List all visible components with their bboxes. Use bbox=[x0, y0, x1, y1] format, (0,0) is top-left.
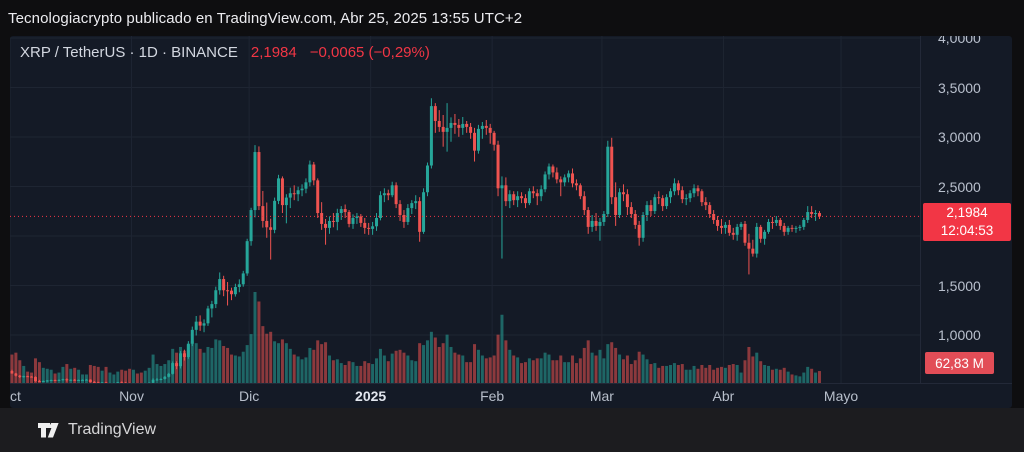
time-axis-label: Dic bbox=[238, 387, 260, 404]
price-axis-label: 4,0000 bbox=[938, 36, 981, 46]
price-axis-label: 3,0000 bbox=[938, 129, 981, 145]
price-change: −0,0065 (−0,29%) bbox=[309, 44, 430, 61]
price-axis-label: 1,0000 bbox=[938, 327, 981, 343]
footer-bar: TradingView bbox=[0, 408, 1024, 452]
time-axis-label: Mar bbox=[589, 387, 614, 404]
time-axis-label: Oct bbox=[10, 387, 21, 404]
tradingview-logo-icon[interactable] bbox=[38, 422, 59, 438]
candlestick-chart[interactable] bbox=[10, 36, 1012, 408]
price-scale[interactable]: 4,0000 3,5000 3,0000 2,5000 1,5000 1,0000 bbox=[920, 36, 1012, 383]
last-price-badge: 2,1984 12:04:53 bbox=[923, 203, 1011, 241]
attribution-bar: Tecnologiacrypto publicado en TradingVie… bbox=[8, 0, 522, 36]
time-axis-label: Abr bbox=[712, 387, 735, 404]
volume-value: 62,83 M bbox=[935, 355, 984, 371]
symbol-title[interactable]: XRP / TetherUS · 1D · BINANCE bbox=[20, 44, 238, 61]
time-axis-label: Feb bbox=[480, 387, 505, 404]
chart-widget[interactable]: XRP / TetherUS · 1D · BINANCE 2,1984 −0,… bbox=[10, 36, 1012, 408]
time-axis-label: Nov bbox=[119, 387, 144, 404]
badge-countdown: 12:04:53 bbox=[940, 223, 994, 238]
time-axis-label: Mayo bbox=[823, 387, 859, 404]
time-scale[interactable]: Oct Nov Dic 2025 Feb Mar Abr Mayo bbox=[10, 383, 920, 408]
attribution-text: Tecnologiacrypto publicado en TradingVie… bbox=[8, 9, 523, 27]
price-axis-label: 2,5000 bbox=[938, 178, 981, 195]
time-axis-label: 2025 bbox=[355, 387, 387, 404]
price-axis-label: 3,5000 bbox=[938, 79, 981, 96]
badge-price: 2,1984 bbox=[946, 205, 988, 220]
volume-badge: 62,83 M bbox=[925, 352, 994, 374]
last-price: 2,1984 bbox=[250, 44, 297, 61]
footer-brand[interactable]: TradingView bbox=[68, 421, 157, 438]
chart-legend[interactable]: XRP / TetherUS · 1D · BINANCE 2,1984 −0,… bbox=[20, 44, 430, 61]
price-axis-label: 1,5000 bbox=[938, 277, 981, 294]
